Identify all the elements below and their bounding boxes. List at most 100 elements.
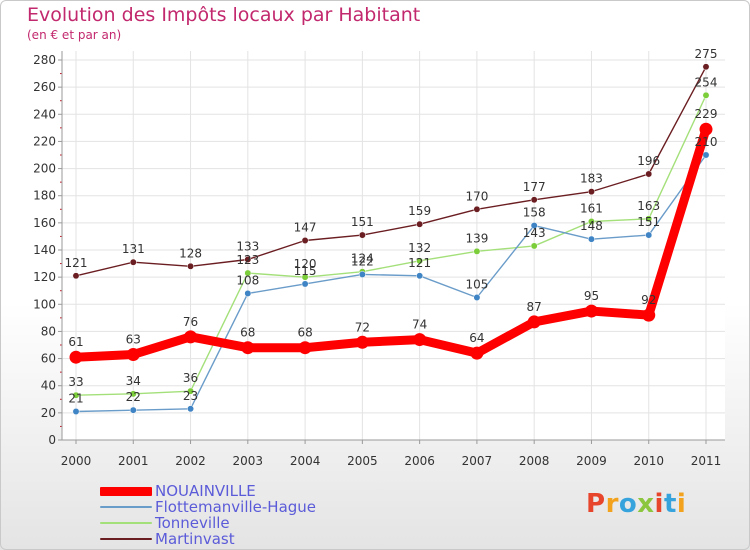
- data-point: [301, 280, 309, 288]
- data-point: [588, 235, 595, 243]
- y-tick-label: 160: [33, 216, 56, 230]
- data-label: 36: [183, 371, 198, 385]
- x-tick-label: 2003: [233, 454, 264, 468]
- data-point: [702, 63, 710, 71]
- data-point: [129, 406, 137, 414]
- data-label: 163: [637, 199, 660, 213]
- y-tick-label: 240: [33, 107, 56, 121]
- data-point: [358, 270, 366, 278]
- data-label: 148: [580, 219, 603, 233]
- data-label: 64: [469, 331, 484, 345]
- y-tick-label: 180: [33, 189, 56, 203]
- data-point: [416, 272, 424, 280]
- data-point: [72, 391, 80, 399]
- data-point: [187, 405, 194, 413]
- data-label: 95: [584, 289, 599, 303]
- y-tick-label: 140: [33, 243, 56, 257]
- data-label: 92: [641, 293, 656, 307]
- data-point: [530, 222, 538, 230]
- data-label: 143: [523, 226, 546, 240]
- data-label: 76: [183, 315, 198, 329]
- x-tick-label: 2006: [404, 454, 435, 468]
- data-label: 68: [297, 326, 312, 340]
- x-tick-label: 2008: [519, 454, 550, 468]
- data-point: [588, 188, 595, 196]
- data-label: 108: [236, 273, 259, 287]
- data-point: [645, 231, 653, 239]
- chart-subtitle: (en € et par an): [27, 28, 122, 42]
- x-tick-label: 2007: [462, 454, 493, 468]
- data-point: [129, 390, 137, 398]
- data-label: 115: [294, 264, 317, 278]
- x-tick-label: 2010: [633, 454, 664, 468]
- legend-label: Flottemanville-Hague: [155, 498, 317, 516]
- data-label: 159: [408, 204, 431, 218]
- data-point: [645, 215, 653, 223]
- data-point: [72, 408, 80, 415]
- y-tick-label: 20: [41, 406, 56, 420]
- data-label: 161: [580, 202, 603, 216]
- data-point: [298, 341, 312, 355]
- data-point: [244, 289, 252, 297]
- proxiti-logo: Proxiti: [586, 489, 687, 519]
- x-tick-label: 2009: [576, 454, 607, 468]
- data-point: [588, 218, 595, 225]
- legend-item: Tonneville: [100, 515, 316, 531]
- legend-swatch: [100, 522, 152, 524]
- series-line-flottemanville-hague: [75, 154, 707, 413]
- data-point: [645, 170, 653, 178]
- data-label: 63: [126, 333, 141, 347]
- chart-legend: NOUAINVILLE Flottemanville-Hague Tonnevill…: [100, 483, 316, 547]
- data-label: 122: [351, 254, 374, 268]
- legend-label: NOUAINVILLE: [155, 482, 256, 500]
- data-point: [187, 262, 194, 270]
- y-tick-label: 100: [33, 297, 56, 311]
- x-tick-label: 2004: [290, 454, 321, 468]
- data-label: 177: [523, 180, 546, 194]
- x-tick-label: 2011: [691, 454, 722, 468]
- y-tick-label: 260: [33, 80, 56, 94]
- data-point: [416, 257, 424, 265]
- y-tick-label: 80: [41, 324, 56, 338]
- x-tick-label: 2002: [175, 454, 206, 468]
- x-tick-label: 2000: [61, 454, 92, 468]
- data-label: 158: [523, 206, 546, 220]
- data-point: [187, 387, 194, 395]
- data-label: 123: [236, 253, 259, 267]
- chart-title: Evolution des Impôts locaux par Habitant: [27, 4, 421, 26]
- data-label: 170: [465, 189, 488, 203]
- legend-label: Tonneville: [155, 514, 230, 532]
- data-point: [473, 205, 481, 213]
- data-label: 34: [126, 374, 141, 388]
- data-label: 133: [236, 240, 259, 254]
- data-label: 120: [294, 257, 317, 271]
- data-label: 151: [637, 215, 660, 229]
- data-point: [470, 346, 484, 360]
- data-point: [129, 258, 137, 266]
- data-label: 131: [122, 242, 145, 256]
- data-label: 74: [412, 318, 427, 332]
- data-point: [301, 273, 309, 281]
- legend-item: Flottemanville-Hague: [100, 499, 316, 515]
- series-line-nouainville: [75, 127, 711, 362]
- y-tick-label: 40: [41, 379, 56, 393]
- data-label: 229: [695, 107, 718, 121]
- data-label: 105: [465, 278, 488, 292]
- data-point: [642, 308, 656, 322]
- data-point: [355, 335, 369, 349]
- data-point: [584, 304, 598, 318]
- data-point: [244, 269, 252, 277]
- data-point: [69, 350, 83, 364]
- data-label: 33: [68, 375, 83, 389]
- data-label: 124: [351, 252, 374, 266]
- data-label: 275: [695, 47, 718, 61]
- data-point: [699, 122, 713, 136]
- data-label: 254: [695, 75, 718, 89]
- data-label: 128: [179, 246, 202, 260]
- legend-label: Martinvast: [155, 530, 235, 548]
- legend-swatch: [100, 506, 152, 508]
- series-line-tonneville: [75, 94, 707, 396]
- data-point: [702, 91, 710, 99]
- data-label: 68: [240, 326, 255, 340]
